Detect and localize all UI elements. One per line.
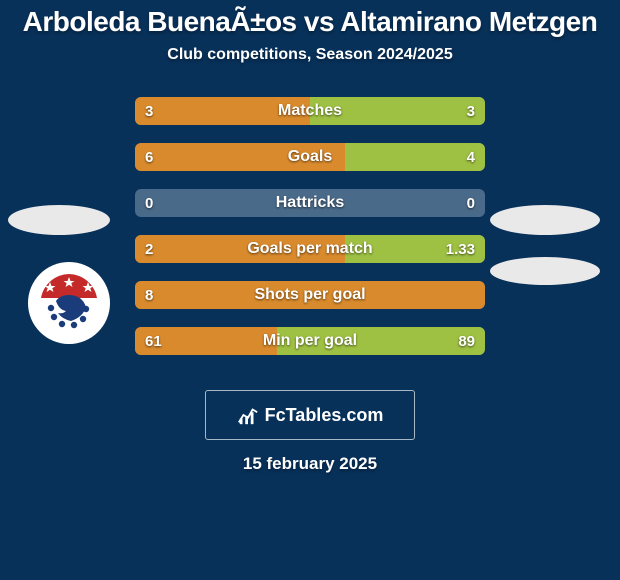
comparison-area: 33Matches 64Goals 0 0Hattricks 21.33Goals pe… [0, 82, 620, 382]
stat-bar-right-fill [345, 143, 485, 171]
stats-card: Arboleda BuenaÃ±os vs Altamirano Metzgen… [0, 0, 620, 580]
player1-placeholder-ellipse [8, 205, 110, 235]
stat-bar-left-fill [135, 327, 277, 355]
stat-bar-right-fill [277, 327, 485, 355]
club-crest-icon [34, 268, 104, 338]
fctables-badge: FcTables.com [205, 390, 415, 440]
date: 15 february 2025 [0, 454, 620, 474]
stat-bar-right-fill [310, 97, 485, 125]
stat-right-value: 0 [467, 189, 475, 217]
player2-placeholder-ellipse-1 [490, 205, 600, 235]
chart-icon [237, 404, 259, 426]
stat-bar: 33Matches [135, 97, 485, 125]
stat-bar: 6189Min per goal [135, 327, 485, 355]
stat-bar-left-fill [135, 281, 485, 309]
player2-placeholder-ellipse-2 [490, 257, 600, 285]
stat-bar: 8Shots per goal [135, 281, 485, 309]
stat-bar-left-fill [135, 235, 345, 263]
fctables-text: FcTables.com [265, 405, 384, 426]
stat-bar-left-fill [135, 143, 345, 171]
subtitle: Club competitions, Season 2024/2025 [0, 46, 620, 64]
stat-bar-right-fill [345, 235, 485, 263]
stat-bar-left-fill [135, 97, 310, 125]
stat-label: Hattricks [135, 189, 485, 217]
stat-bar: 64Goals [135, 143, 485, 171]
stat-bar: 21.33Goals per match [135, 235, 485, 263]
stat-bars: 33Matches 64Goals 0 0Hattricks 21.33Goals pe… [135, 97, 485, 373]
player1-club-crest [28, 262, 110, 344]
page-title: Arboleda BuenaÃ±os vs Altamirano Metzgen [10, 6, 610, 38]
stat-left-value: 0 [145, 189, 153, 217]
stat-bar: 0 0Hattricks [135, 189, 485, 217]
